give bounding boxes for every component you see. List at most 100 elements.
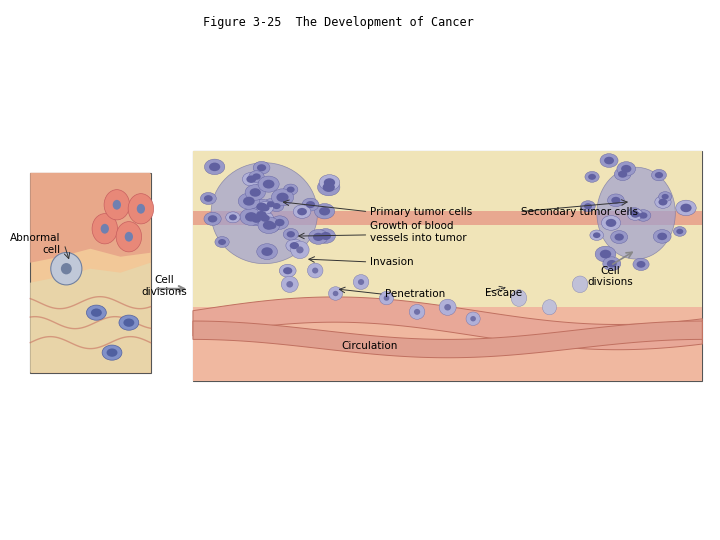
Ellipse shape: [414, 309, 420, 315]
Circle shape: [249, 171, 264, 183]
Circle shape: [636, 210, 651, 221]
Circle shape: [320, 232, 331, 240]
Circle shape: [588, 174, 596, 180]
Circle shape: [659, 199, 667, 206]
Circle shape: [218, 239, 226, 245]
Circle shape: [655, 172, 663, 178]
Circle shape: [652, 170, 667, 181]
Ellipse shape: [291, 241, 309, 259]
Circle shape: [614, 233, 624, 241]
Ellipse shape: [358, 279, 364, 285]
Ellipse shape: [125, 232, 133, 241]
Circle shape: [226, 212, 240, 223]
Circle shape: [238, 193, 259, 210]
Circle shape: [673, 227, 686, 237]
Text: Figure 3-25  The Development of Cancer: Figure 3-25 The Development of Cancer: [202, 16, 473, 29]
Text: Primary tumor cells: Primary tumor cells: [370, 207, 472, 217]
Circle shape: [257, 201, 274, 214]
Circle shape: [200, 192, 216, 205]
Circle shape: [208, 215, 217, 222]
FancyBboxPatch shape: [193, 151, 702, 381]
Ellipse shape: [211, 163, 318, 264]
Circle shape: [261, 205, 269, 212]
Circle shape: [263, 180, 274, 188]
Circle shape: [284, 184, 298, 195]
Ellipse shape: [354, 274, 369, 289]
Circle shape: [248, 213, 265, 226]
Text: Penetration: Penetration: [385, 289, 446, 299]
Ellipse shape: [572, 276, 588, 293]
Circle shape: [204, 212, 221, 225]
Circle shape: [627, 208, 643, 220]
Circle shape: [256, 211, 266, 219]
Circle shape: [590, 230, 603, 240]
Circle shape: [252, 216, 261, 223]
Circle shape: [258, 176, 279, 192]
Circle shape: [319, 207, 330, 215]
Ellipse shape: [542, 300, 557, 315]
Text: Invasion: Invasion: [370, 257, 413, 267]
Circle shape: [604, 157, 614, 164]
Circle shape: [302, 198, 319, 211]
Ellipse shape: [296, 246, 304, 253]
Ellipse shape: [470, 316, 476, 321]
Circle shape: [261, 247, 273, 256]
Circle shape: [271, 216, 289, 229]
Circle shape: [315, 204, 335, 219]
Circle shape: [266, 201, 275, 207]
Circle shape: [621, 165, 631, 173]
Circle shape: [269, 200, 284, 212]
Circle shape: [268, 222, 276, 229]
Text: Escape: Escape: [485, 288, 522, 298]
Ellipse shape: [104, 190, 130, 220]
Circle shape: [123, 319, 135, 327]
Circle shape: [614, 168, 631, 180]
Circle shape: [313, 233, 324, 241]
Circle shape: [662, 194, 669, 199]
Circle shape: [676, 200, 696, 215]
Circle shape: [581, 201, 595, 212]
Circle shape: [273, 203, 281, 209]
Circle shape: [204, 159, 225, 174]
Circle shape: [639, 212, 647, 219]
Circle shape: [276, 193, 289, 202]
Circle shape: [633, 258, 649, 271]
Circle shape: [257, 164, 266, 171]
Circle shape: [318, 179, 340, 196]
Circle shape: [600, 249, 611, 259]
Polygon shape: [30, 173, 150, 262]
Circle shape: [107, 348, 117, 357]
Text: Growth of blood
vessels into tumor: Growth of blood vessels into tumor: [370, 221, 467, 243]
Circle shape: [608, 194, 624, 207]
FancyBboxPatch shape: [193, 211, 702, 225]
FancyBboxPatch shape: [193, 307, 702, 381]
Circle shape: [250, 188, 261, 197]
Circle shape: [603, 257, 621, 271]
Ellipse shape: [439, 299, 456, 315]
Circle shape: [606, 219, 616, 227]
Circle shape: [316, 228, 336, 244]
Circle shape: [257, 244, 277, 260]
FancyBboxPatch shape: [193, 151, 702, 381]
Circle shape: [629, 209, 643, 220]
Polygon shape: [30, 262, 150, 373]
Circle shape: [607, 260, 617, 267]
Circle shape: [631, 210, 638, 215]
Circle shape: [659, 192, 672, 201]
Circle shape: [243, 172, 260, 186]
Circle shape: [258, 217, 279, 233]
Circle shape: [628, 207, 641, 218]
Circle shape: [593, 232, 600, 238]
Circle shape: [632, 212, 640, 218]
Circle shape: [293, 205, 311, 218]
Ellipse shape: [92, 214, 117, 244]
Circle shape: [119, 315, 139, 330]
Circle shape: [631, 211, 639, 218]
Circle shape: [286, 239, 303, 252]
Circle shape: [287, 231, 295, 238]
Circle shape: [245, 212, 257, 221]
Circle shape: [246, 176, 256, 183]
Ellipse shape: [113, 200, 121, 210]
Circle shape: [636, 261, 646, 268]
Ellipse shape: [466, 312, 480, 326]
